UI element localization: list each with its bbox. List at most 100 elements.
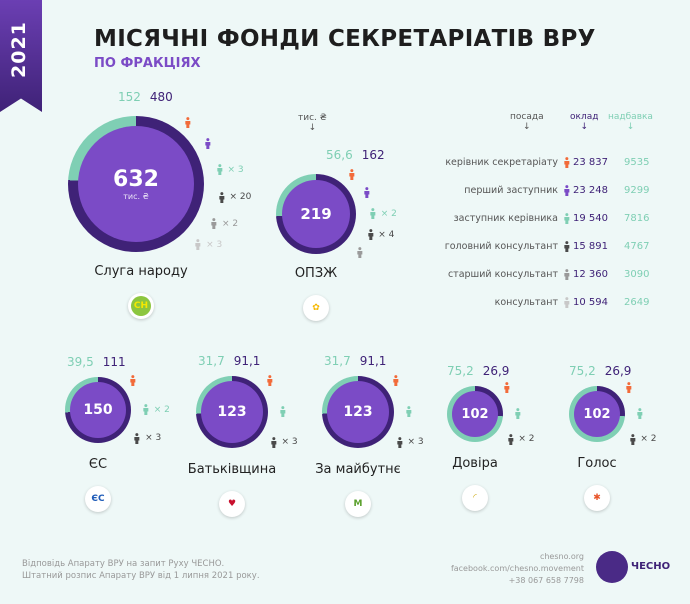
year: 2021 [8, 21, 30, 78]
position-name: консультант [494, 297, 558, 308]
total-value: 123 [343, 404, 373, 420]
site-link[interactable]: chesno.org [539, 552, 584, 561]
staff-item: × 4 [367, 229, 395, 241]
staff-item: × 20 [218, 191, 252, 203]
faction-name: ОПЗЖ [294, 266, 338, 281]
salary: 19 540 [573, 213, 608, 224]
bonus-value: 152 [118, 90, 141, 104]
staff-item: × 3 [133, 433, 161, 444]
fund-donut: 150 [65, 377, 131, 443]
staff-item: × 2 [142, 404, 170, 415]
salary: 12 360 [573, 269, 608, 280]
person-icon [629, 433, 635, 445]
fund-values: 75,2 26,9 [569, 364, 631, 378]
staff-item [514, 408, 522, 419]
salary-value: 91,1 [233, 354, 261, 368]
staff-count: × 3 [206, 239, 223, 250]
person-icon [267, 375, 273, 387]
salary-value: 26,9 [482, 364, 510, 378]
bonus: 9299 [624, 185, 650, 196]
facebook-link[interactable]: facebook.com/chesno.movement [450, 564, 584, 573]
chesno-logo [596, 551, 628, 583]
party-logo: ЄС [85, 486, 111, 512]
staff-item: × 2 [507, 433, 535, 445]
staff-item [348, 169, 356, 181]
total-value: 632 [113, 167, 159, 192]
fund-donut: 123 [322, 376, 394, 448]
position-name: старший консультант [447, 269, 558, 280]
staff-item: × 3 [270, 436, 298, 448]
person-icon [195, 239, 201, 251]
position-name: заступник керівника [453, 213, 558, 224]
person-icon [397, 436, 403, 448]
person-icon [217, 164, 223, 176]
staff-item [363, 186, 371, 198]
person-icon [507, 433, 513, 445]
staff-count: × 4 [378, 229, 395, 240]
staff-count: × 2 [640, 434, 657, 445]
bonus-value: 31,7 [198, 354, 225, 368]
person-icon [564, 269, 570, 280]
person-icon [564, 213, 570, 224]
staff-count: × 20 [229, 192, 252, 203]
party-logo: ♥ [219, 491, 245, 517]
phone: +38 067 658 7798 [508, 576, 584, 585]
faction-name: Слуга народу [94, 264, 188, 279]
fund-values: 31,7 91,1 [198, 354, 260, 368]
person-icon [211, 218, 217, 229]
person-icon [349, 169, 355, 181]
faction-name: Батьківщина [187, 462, 277, 477]
person-icon [219, 191, 225, 203]
header-bonus: надбавка ↓ [608, 112, 653, 132]
staff-item [129, 375, 137, 387]
staff-count: × 2 [518, 434, 535, 445]
fund-values: 75,2 26,9 [447, 364, 509, 378]
fund-donut: 102 [569, 386, 625, 442]
table-row: заступник керівника 19 540 7816 [420, 213, 680, 227]
fund-donut: 102 [447, 386, 503, 442]
staff-item: × 3 [194, 239, 223, 251]
salary: 10 594 [573, 297, 608, 308]
fund-donut: 219 [276, 174, 356, 254]
salary: 15 891 [573, 241, 608, 252]
person-icon [564, 185, 570, 196]
staff-item [356, 246, 364, 258]
bonus: 4767 [624, 241, 650, 252]
table-row: консультант 10 594 2649 [420, 297, 680, 311]
staff-item [266, 375, 274, 387]
party-logo: ✱ [584, 485, 610, 511]
salary-value: 91,1 [359, 354, 387, 368]
party-logo: ✿ [303, 295, 329, 321]
table-row: головний консультант 15 891 4767 [420, 241, 680, 255]
bonus-value: 75,2 [447, 364, 474, 378]
bonus-value: 75,2 [569, 364, 596, 378]
person-icon [271, 436, 277, 448]
staff-item: × 3 [216, 164, 244, 176]
person-icon [185, 116, 191, 128]
person-icon [564, 157, 570, 168]
staff-count: × 3 [145, 433, 162, 444]
staff-count: × 2 [380, 208, 397, 219]
table-row: перший заступник 23 248 9299 [420, 185, 680, 199]
fund-values: 56,6 162 [326, 148, 385, 162]
staff-count: × 3 [407, 437, 424, 448]
brand-name: ЧЕСНО [631, 561, 671, 572]
person-icon [564, 297, 570, 308]
salary: 23 837 [573, 157, 608, 168]
staff-item: × 2 [369, 208, 397, 219]
total-value: 102 [583, 406, 611, 422]
faction-name: Довіра [452, 456, 498, 471]
party-logo: СН [128, 293, 154, 319]
salary: 23 248 [573, 185, 608, 196]
bonus: 7816 [624, 213, 650, 224]
person-icon [363, 186, 369, 198]
total-value: 102 [461, 406, 489, 422]
faction-name: Голос [577, 456, 617, 471]
salary-value: 480 [149, 90, 173, 104]
position-name: керівник секретаріату [445, 157, 558, 168]
contacts: chesno.org facebook.com/chesno.movement +3… [451, 551, 584, 587]
person-icon [134, 433, 140, 444]
party-logo: M [345, 491, 371, 517]
bonus: 3090 [624, 269, 650, 280]
person-icon [393, 375, 399, 387]
